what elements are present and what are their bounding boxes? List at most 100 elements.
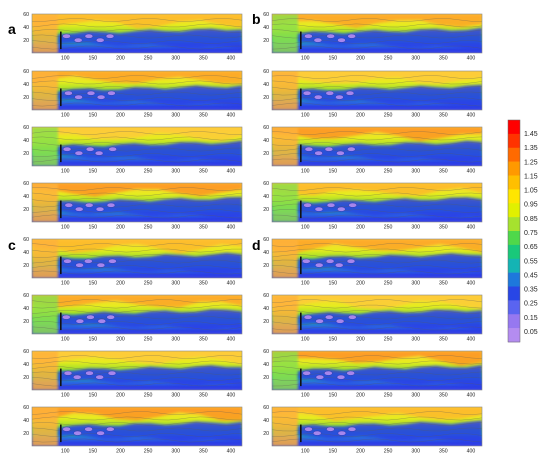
obstacle-marker bbox=[60, 424, 62, 443]
x-tick-label: 400 bbox=[467, 281, 476, 287]
subplot-frame bbox=[31, 238, 243, 279]
x-tick-label: 350 bbox=[439, 281, 448, 287]
vortex-blob bbox=[335, 318, 345, 324]
contour-line bbox=[272, 265, 482, 269]
subplot-4: 60 40 20 100 150 200 250 300 350 400 bbox=[23, 181, 243, 231]
vortex-blob bbox=[335, 262, 344, 268]
inlet-region bbox=[272, 127, 298, 166]
plots-layer: 60 40 20 100 150 200 250 300 350 400 60 40 20 100 150 2… bbox=[23, 12, 483, 455]
x-tick-label: 100 bbox=[61, 281, 70, 287]
inlet-region bbox=[32, 295, 58, 334]
x-tick-label: 100 bbox=[301, 337, 310, 343]
x-tick-label: 400 bbox=[467, 56, 476, 62]
vortex-blob bbox=[347, 33, 356, 39]
y-tick-label: 40 bbox=[263, 25, 269, 31]
vortex-blob bbox=[86, 314, 95, 320]
warm-region bbox=[32, 183, 242, 197]
contour-line bbox=[32, 198, 242, 202]
vortex-blob bbox=[348, 314, 357, 320]
warm-region bbox=[32, 127, 242, 142]
inlet-region bbox=[32, 183, 58, 222]
inlet-region bbox=[32, 71, 58, 110]
inlet-region bbox=[272, 14, 298, 53]
x-tick-label: 350 bbox=[199, 281, 208, 287]
x-tick-label: 200 bbox=[116, 393, 125, 399]
subplot-13: 60 40 20 100 150 200 250 300 350 400 bbox=[263, 237, 483, 287]
vortex-blob bbox=[304, 146, 314, 152]
obstacle-marker bbox=[60, 368, 62, 387]
vortex-blob bbox=[336, 150, 345, 156]
x-tick-label: 100 bbox=[61, 337, 70, 343]
vortex-blob bbox=[96, 430, 105, 436]
y-tick-label: 60 bbox=[23, 237, 29, 243]
subplot-16: 60 40 20 100 150 200 250 300 350 400 bbox=[263, 405, 483, 455]
colorbar-swatch bbox=[508, 217, 520, 232]
y-tick-label: 40 bbox=[263, 138, 269, 144]
x-tick-label: 150 bbox=[328, 337, 337, 343]
warm-region bbox=[32, 407, 242, 421]
x-tick-label: 350 bbox=[199, 393, 208, 399]
x-tick-label: 350 bbox=[439, 337, 448, 343]
x-tick-label: 400 bbox=[227, 56, 236, 62]
obstacle-marker bbox=[60, 312, 62, 331]
y-tick-label: 20 bbox=[23, 38, 29, 44]
x-tick-label: 250 bbox=[384, 337, 393, 343]
vortex-blob bbox=[325, 314, 334, 320]
contour-line bbox=[32, 192, 242, 197]
inlet-region bbox=[272, 295, 298, 334]
x-tick-label: 400 bbox=[467, 449, 476, 455]
x-tick-label: 200 bbox=[116, 225, 125, 231]
x-tick-label: 100 bbox=[61, 393, 70, 399]
wake-region bbox=[58, 309, 242, 330]
x-tick-label: 300 bbox=[171, 169, 180, 175]
y-tick-label: 20 bbox=[263, 38, 269, 44]
y-tick-label: 40 bbox=[263, 82, 269, 88]
y-tick-label: 60 bbox=[263, 405, 269, 411]
vortex-blob bbox=[84, 426, 93, 432]
y-tick-label: 40 bbox=[23, 82, 29, 88]
vortex-blob bbox=[313, 37, 323, 43]
y-tick-label: 20 bbox=[263, 431, 269, 437]
vortex-blob bbox=[347, 426, 357, 432]
x-tick-label: 250 bbox=[384, 113, 393, 119]
vortex-blob bbox=[314, 94, 323, 100]
vortex-blob bbox=[106, 202, 116, 208]
vortex-blob bbox=[324, 146, 334, 152]
contour-line bbox=[272, 355, 482, 359]
contour-line bbox=[32, 29, 242, 33]
x-tick-label: 300 bbox=[411, 449, 420, 455]
vortex-blob bbox=[74, 94, 83, 100]
x-tick-label: 150 bbox=[88, 449, 97, 455]
x-tick-label: 300 bbox=[171, 225, 180, 231]
obstacle-marker bbox=[60, 88, 62, 107]
vortex-blob bbox=[73, 37, 83, 43]
y-tick-label: 40 bbox=[23, 418, 29, 424]
x-tick-label: 150 bbox=[328, 225, 337, 231]
subplot-5: 60 40 20 100 150 200 250 300 350 400 bbox=[23, 237, 243, 287]
x-tick-label: 100 bbox=[301, 281, 310, 287]
vortex-blob bbox=[84, 258, 93, 264]
x-tick-label: 300 bbox=[171, 56, 180, 62]
vortex-blob bbox=[74, 206, 84, 212]
inlet-region bbox=[272, 71, 298, 110]
vortex-blob bbox=[84, 33, 94, 39]
wake-region bbox=[58, 197, 242, 219]
x-tick-label: 350 bbox=[199, 225, 208, 231]
x-tick-label: 300 bbox=[411, 56, 420, 62]
vortex-blob bbox=[324, 370, 333, 376]
contour-line bbox=[272, 248, 482, 253]
y-tick-label: 40 bbox=[23, 194, 29, 200]
subplot-9: 60 40 20 100 150 200 250 300 350 400 bbox=[263, 12, 483, 62]
subplot-frame bbox=[271, 294, 483, 335]
subplot-frame bbox=[271, 13, 483, 54]
contour-line bbox=[32, 153, 242, 157]
inlet-region bbox=[272, 183, 298, 222]
x-tick-label: 100 bbox=[301, 449, 310, 455]
vortex-blob bbox=[315, 374, 325, 380]
x-tick-label: 250 bbox=[384, 449, 393, 455]
x-tick-label: 300 bbox=[171, 281, 180, 287]
contour-line bbox=[32, 243, 242, 247]
colorbar-swatch bbox=[508, 147, 520, 162]
x-tick-label: 150 bbox=[328, 393, 337, 399]
warm-region bbox=[272, 239, 482, 254]
